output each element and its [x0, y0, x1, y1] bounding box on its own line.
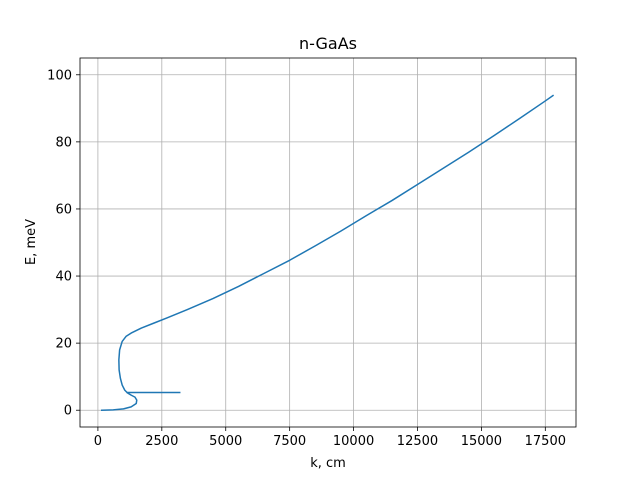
- plot-area: [100, 94, 555, 412]
- x-tick-label: 7500: [273, 434, 306, 449]
- y-tick-label: 20: [55, 337, 72, 352]
- y-tick-label: 40: [55, 270, 72, 285]
- x-tick-label: 2500: [145, 434, 178, 449]
- y-tick-label: 0: [64, 404, 72, 419]
- grid-lines: [80, 58, 576, 427]
- ticks: 0 2500 5000 7500 10000 12500 15000 17500 0 20 40 60…: [47, 68, 566, 449]
- y-tick-label: 100: [47, 68, 72, 83]
- x-tick-label: 12500: [397, 434, 438, 449]
- axes: [79, 57, 577, 428]
- x-tick-label: 15000: [461, 434, 502, 449]
- x-tick-label: 0: [94, 434, 102, 449]
- chart-title: n-GaAs: [299, 34, 357, 53]
- series-line-1: [100, 94, 555, 412]
- x-axis-label: k, cm: [310, 456, 346, 471]
- y-tick-label: 80: [55, 135, 72, 150]
- y-tick-label: 60: [55, 202, 72, 217]
- y-axis-label: E, meV: [24, 219, 39, 265]
- x-tick-label: 10000: [333, 434, 374, 449]
- axes-frame: [79, 57, 577, 428]
- x-tick-label: 5000: [209, 434, 242, 449]
- x-tick-label: 17500: [525, 434, 566, 449]
